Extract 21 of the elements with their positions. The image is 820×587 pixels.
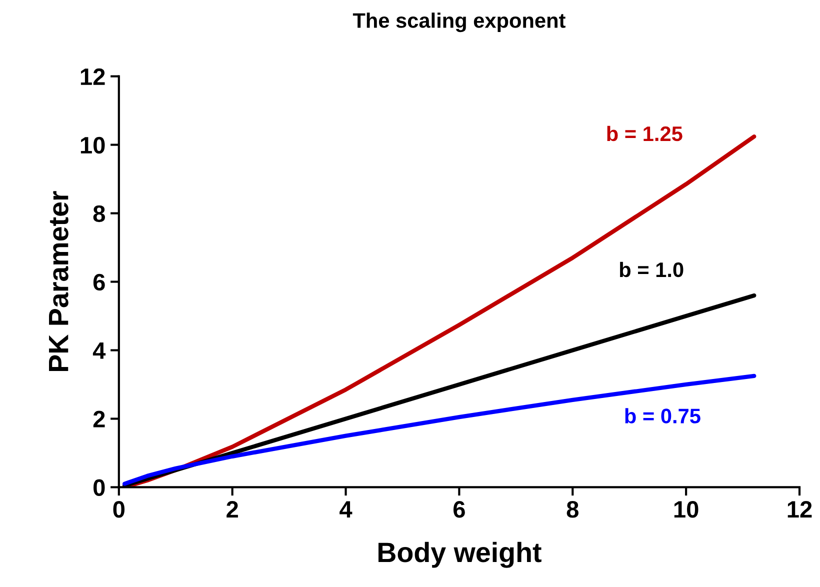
- y-tick-label: 8: [93, 205, 105, 222]
- series-label: b = 1.25: [607, 126, 682, 142]
- x-tick-label: 0: [113, 501, 124, 518]
- series-label: b = 1.0: [620, 262, 684, 278]
- y-tick-label: 0: [94, 479, 105, 496]
- y-tick-label: 4: [92, 342, 106, 359]
- x-tick-label: 10: [674, 501, 698, 518]
- y-axis-title: PK Parameter: [49, 191, 68, 371]
- y-tick-label: 6: [93, 274, 105, 291]
- x-axis-title: Body weight: [378, 542, 542, 568]
- y-tick-label: 12: [80, 68, 105, 85]
- x-tick-label: 12: [788, 501, 812, 518]
- x-tick-label: 4: [340, 501, 352, 518]
- y-tick-label: 10: [80, 136, 105, 154]
- y-tick-label: 2: [93, 410, 105, 428]
- x-tick-label: 6: [454, 501, 465, 518]
- x-tick-label: 2: [226, 501, 238, 518]
- series-label: b = 0.75: [625, 408, 700, 424]
- line-series: [122, 374, 756, 486]
- chart-title: The scaling exponent: [352, 12, 566, 32]
- x-tick-label: 8: [566, 501, 578, 518]
